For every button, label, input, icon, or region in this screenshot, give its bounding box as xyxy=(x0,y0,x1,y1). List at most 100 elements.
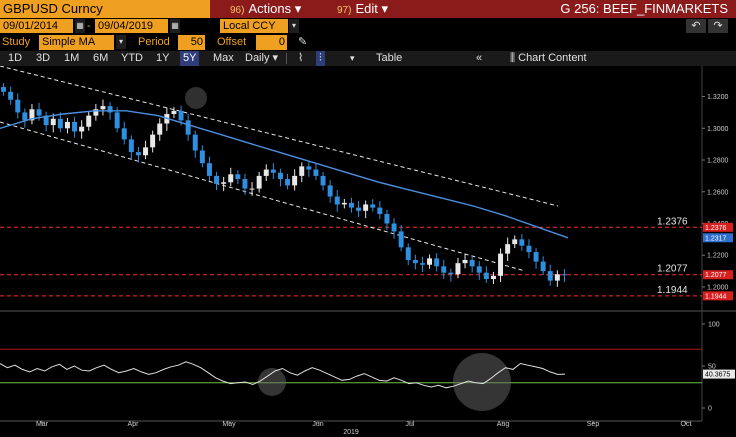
period-ytd-button[interactable]: YTD xyxy=(121,52,143,64)
pencil-icon[interactable]: ✎ xyxy=(298,36,308,48)
offset-field[interactable]: 0 xyxy=(256,35,287,50)
candle-body xyxy=(299,166,305,176)
rsi-tag xyxy=(703,369,735,379)
candle-body xyxy=(313,169,319,176)
title-bar: GBPUSD Curncy 96) Actions ▾ 97) Edit ▾ G 2… xyxy=(0,0,736,18)
level-tag-label: 1.1944 xyxy=(705,293,727,300)
candle-body xyxy=(448,272,454,275)
price-tick-label: 1.2600 xyxy=(707,189,729,196)
candle-body xyxy=(292,175,298,186)
candle-body xyxy=(483,272,489,280)
ticker-field[interactable]: GBPUSD Curncy xyxy=(0,0,210,18)
year-label: 2019 xyxy=(343,429,359,436)
undo-icon[interactable]: ↶ xyxy=(686,19,706,33)
actions-menu[interactable]: 96) Actions ▾ xyxy=(230,0,301,18)
candle-body xyxy=(256,175,262,189)
candle-body xyxy=(306,166,312,170)
candle-body xyxy=(270,169,276,173)
month-label: Sep xyxy=(587,421,600,428)
frequency-select[interactable]: Daily ▾ xyxy=(245,51,278,66)
sma-50-line[interactable] xyxy=(0,110,569,239)
candle-body xyxy=(242,179,248,189)
candle-body xyxy=(185,120,191,135)
offset-label: Offset xyxy=(217,36,247,48)
level-tag xyxy=(703,270,733,280)
candle-body xyxy=(15,99,21,113)
candle-body xyxy=(79,126,85,132)
period-1m-button[interactable]: 1M xyxy=(64,52,80,64)
chevron-down-icon: ▾ xyxy=(377,1,388,16)
period-3d-button[interactable]: 3D xyxy=(36,52,51,64)
candle-body xyxy=(228,174,234,183)
candle-body xyxy=(277,172,283,180)
candle-body xyxy=(334,196,340,205)
upper-trend-line[interactable] xyxy=(0,66,559,207)
lower-trend-line[interactable] xyxy=(0,121,526,272)
chevron-down-icon[interactable]: ▾ xyxy=(289,19,299,33)
sma-tag-label: 1.2317 xyxy=(705,235,727,242)
start-date-field[interactable]: 09/01/2014 xyxy=(0,19,73,33)
study-label: Study xyxy=(2,36,31,48)
edit-label: Edit xyxy=(355,1,378,16)
actions-label: Actions xyxy=(248,1,292,16)
table-button[interactable]: Table xyxy=(376,52,403,64)
period-1y-button[interactable]: 1Y xyxy=(156,52,170,64)
candle-body xyxy=(263,169,269,176)
month-label: Oct xyxy=(681,421,692,428)
chevron-down-icon[interactable]: ▾ xyxy=(116,35,126,49)
level-annotation: 1.1944 xyxy=(657,285,688,296)
study-select[interactable]: Simple MA xyxy=(39,35,114,50)
candle-body xyxy=(412,259,418,264)
level-tag-label: 1.2077 xyxy=(705,272,727,279)
period-max-button[interactable]: Max xyxy=(213,52,234,64)
edit-menu[interactable]: 97) Edit ▾ xyxy=(337,0,388,18)
chart-content-label: Chart Content xyxy=(518,52,587,64)
candle-body xyxy=(398,231,404,248)
candle-body xyxy=(327,185,333,197)
range-separator: - xyxy=(87,20,91,32)
line-chart-icon[interactable]: ⌇ xyxy=(298,52,304,64)
period-6m-button[interactable]: 6M xyxy=(93,52,109,64)
calendar-icon[interactable]: ▦ xyxy=(170,19,180,33)
chevron-down-icon: ▾ xyxy=(291,1,302,16)
candle-body xyxy=(405,247,411,260)
candle-body xyxy=(320,175,326,186)
end-date-field[interactable]: 09/04/2019 xyxy=(95,19,168,33)
candle-body xyxy=(469,259,475,267)
period-1d-button[interactable]: 1D xyxy=(8,52,23,64)
currency-select[interactable]: Local CCY xyxy=(220,19,288,33)
candle-body xyxy=(498,253,504,276)
candle-body xyxy=(1,87,7,92)
candle-body xyxy=(377,207,383,214)
candle-body xyxy=(86,115,92,127)
level-annotation: 1.2376 xyxy=(657,216,688,227)
level-annotation: 1.2077 xyxy=(657,264,688,275)
rsi-line[interactable] xyxy=(0,361,566,389)
month-label: Aug xyxy=(497,421,510,428)
sma-tag xyxy=(703,233,733,243)
candle-body xyxy=(121,128,127,140)
calendar-icon[interactable]: ▦ xyxy=(75,19,85,33)
candle-body xyxy=(22,112,28,121)
candle-body xyxy=(384,213,390,224)
redo-icon[interactable]: ↷ xyxy=(708,19,728,33)
separator xyxy=(286,53,287,64)
period-5y-button[interactable]: 5Y xyxy=(180,51,200,66)
period-field[interactable]: 50 xyxy=(178,35,205,50)
chevron-down-icon[interactable]: ▾ xyxy=(350,53,355,63)
rsi-tick-label: 0 xyxy=(708,406,712,413)
level-tag-label: 1.2376 xyxy=(705,225,727,232)
candle-body xyxy=(419,263,425,265)
candlestick-chart-icon[interactable]: ⫶ xyxy=(316,51,325,66)
range-row: 09/01/2014 ▦ - 09/04/2019 ▦ Local CCY ▾ xyxy=(0,18,736,34)
collapse-icon[interactable]: « xyxy=(476,52,483,64)
candle-body xyxy=(50,118,56,126)
candle-body xyxy=(462,259,468,264)
candle-body xyxy=(533,252,539,262)
candle-body xyxy=(554,274,560,281)
rsi-tick-label: 50 xyxy=(708,364,716,371)
price-chart-area[interactable]: 1.32001.30001.28001.26001.24001.22001.20… xyxy=(0,66,736,437)
candle-body xyxy=(43,115,49,126)
candle-body xyxy=(427,258,433,265)
chart-content-button[interactable]: ⫼ Chart Content xyxy=(510,51,587,66)
